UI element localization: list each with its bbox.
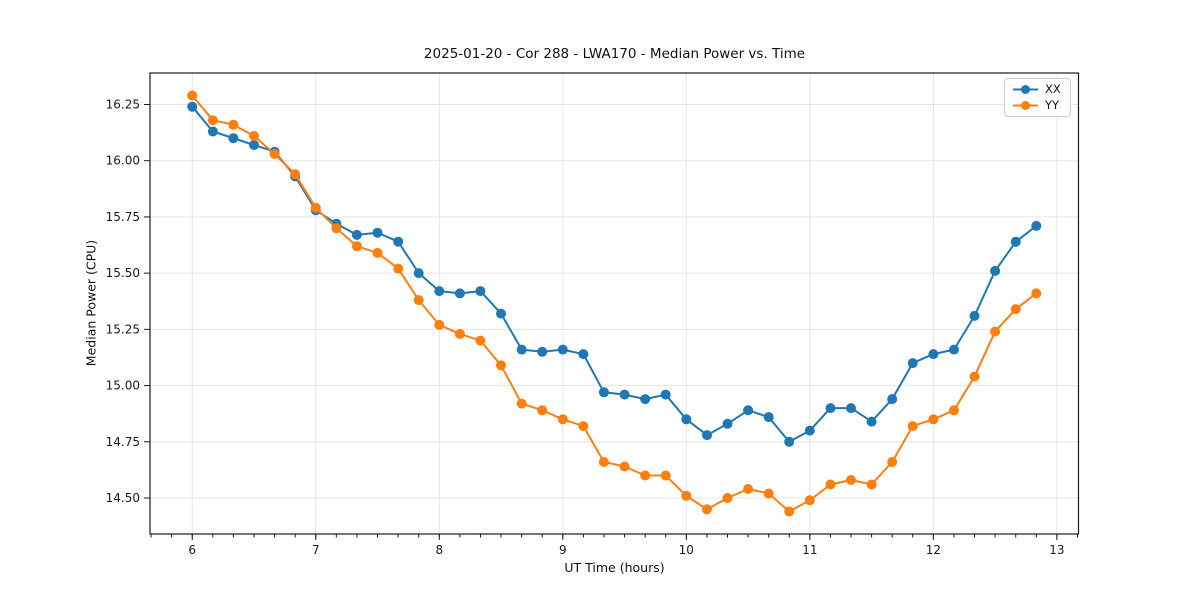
- svg-text:12: 12: [926, 543, 941, 557]
- gridlines: [150, 73, 1079, 534]
- legend-label-yy: YY: [1045, 98, 1060, 112]
- svg-text:7: 7: [312, 543, 320, 557]
- svg-text:9: 9: [559, 543, 567, 557]
- svg-text:6: 6: [188, 543, 196, 557]
- legend-line-marker-icon-yy: [1013, 101, 1038, 110]
- legend-item-xx: XX: [1012, 83, 1061, 96]
- legend-item-yy: YY: [1012, 99, 1061, 112]
- svg-text:13: 13: [1049, 543, 1064, 557]
- y-axis-label: Median Power (CPU): [83, 239, 99, 367]
- svg-text:11: 11: [802, 543, 817, 557]
- axes-box: [149, 72, 1080, 535]
- legend: XX YY: [1004, 78, 1071, 117]
- x-axis-label: UT Time (hours): [564, 560, 665, 575]
- svg-text:16.25: 16.25: [106, 97, 140, 111]
- svg-text:16.00: 16.00: [106, 154, 140, 168]
- series-xx: [187, 101, 1042, 447]
- svg-text:10: 10: [679, 543, 694, 557]
- svg-text:15.75: 15.75: [106, 210, 140, 224]
- axis-ticks: [144, 103, 1078, 540]
- svg-text:8: 8: [435, 543, 443, 557]
- svg-text:15.00: 15.00: [106, 379, 140, 393]
- axis-tick-labels: 6 7 8 9 10 11 12 13 14.50 14.75 15.00 15.25 15.50 15.…: [106, 97, 1065, 557]
- svg-text:14.50: 14.50: [106, 491, 140, 505]
- legend-label-xx: XX: [1045, 82, 1061, 96]
- svg-text:15.50: 15.50: [106, 266, 140, 280]
- chart-title: 2025-01-20 - Cor 288 - LWA170 - Median P…: [423, 46, 806, 62]
- legend-line-marker-icon-xx: [1013, 85, 1038, 94]
- series-yy: [187, 90, 1042, 517]
- svg-text:15.25: 15.25: [106, 322, 140, 336]
- svg-text:14.75: 14.75: [106, 435, 140, 449]
